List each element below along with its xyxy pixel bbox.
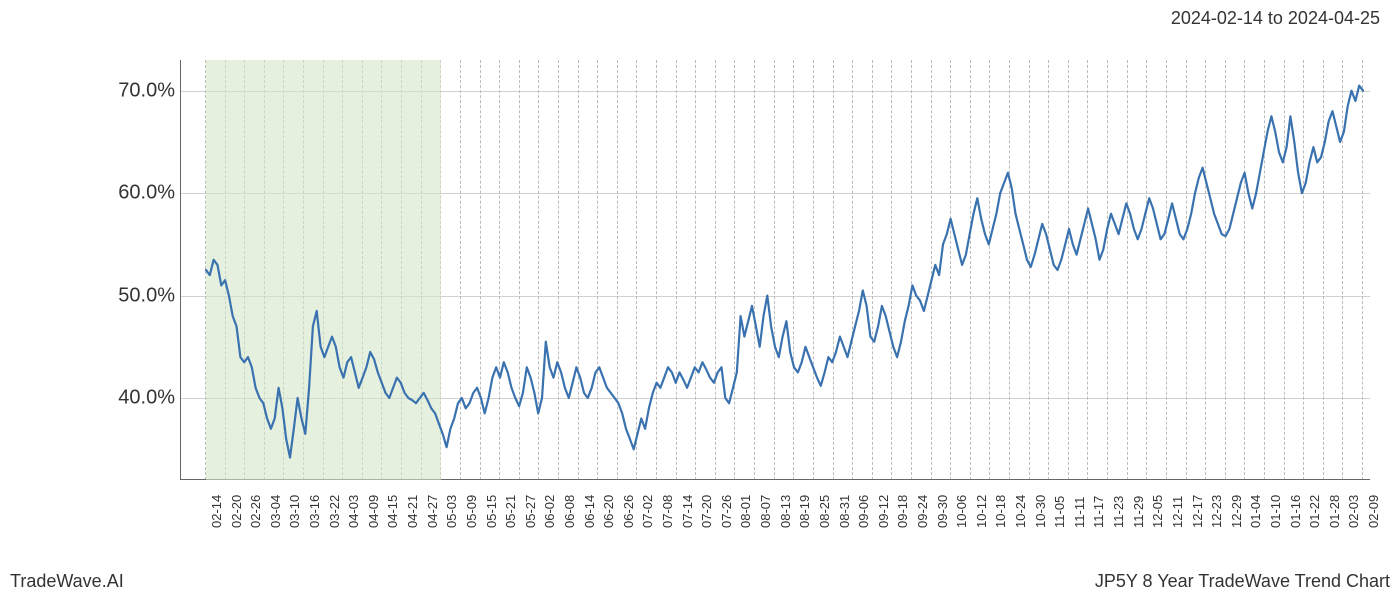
x-tick-label: 09-24 bbox=[915, 495, 930, 528]
date-range-label: 2024-02-14 to 2024-04-25 bbox=[1171, 8, 1380, 29]
x-tick-label: 06-02 bbox=[542, 495, 557, 528]
x-tick-label: 09-18 bbox=[895, 495, 910, 528]
x-tick-label: 07-14 bbox=[680, 495, 695, 528]
x-tick-label: 08-31 bbox=[837, 495, 852, 528]
x-tick-label: 12-05 bbox=[1150, 495, 1165, 528]
x-tick-label: 06-14 bbox=[582, 495, 597, 528]
x-tick-label: 03-22 bbox=[327, 495, 342, 528]
x-tick-label: 12-29 bbox=[1229, 495, 1244, 528]
x-tick-label: 08-19 bbox=[797, 495, 812, 528]
x-tick-label: 10-12 bbox=[974, 495, 989, 528]
x-tick-label: 03-10 bbox=[287, 495, 302, 528]
y-tick-label: 60.0% bbox=[95, 182, 175, 205]
x-tick-label: 09-12 bbox=[876, 495, 891, 528]
x-tick-label: 02-09 bbox=[1366, 495, 1381, 528]
x-tick-label: 07-20 bbox=[699, 495, 714, 528]
x-tick-label: 01-22 bbox=[1307, 495, 1322, 528]
x-tick-label: 11-29 bbox=[1131, 496, 1146, 528]
x-tick-label: 12-23 bbox=[1209, 495, 1224, 528]
x-tick-label: 10-24 bbox=[1013, 495, 1028, 528]
plot-border bbox=[180, 60, 1370, 480]
x-tick-label: 11-05 bbox=[1052, 496, 1067, 528]
x-tick-label: 04-27 bbox=[425, 495, 440, 528]
x-tick-label: 08-01 bbox=[738, 495, 753, 528]
x-tick-label: 08-07 bbox=[758, 495, 773, 528]
x-tick-label: 06-08 bbox=[562, 495, 577, 528]
x-tick-label: 12-11 bbox=[1170, 496, 1185, 528]
x-tick-label: 03-16 bbox=[307, 495, 322, 528]
x-tick-label: 07-26 bbox=[719, 495, 734, 528]
x-tick-label: 07-08 bbox=[660, 495, 675, 528]
x-tick-label: 01-04 bbox=[1248, 495, 1263, 528]
x-tick-label: 07-02 bbox=[640, 495, 655, 528]
x-tick-label: 05-15 bbox=[484, 495, 499, 528]
x-tick-label: 01-10 bbox=[1268, 495, 1283, 528]
x-tick-label: 04-15 bbox=[385, 495, 400, 528]
trend-line bbox=[181, 60, 1371, 480]
x-tick-label: 01-16 bbox=[1288, 495, 1303, 528]
x-tick-label: 02-14 bbox=[209, 495, 224, 528]
x-tick-label: 06-20 bbox=[601, 495, 616, 528]
x-tick-label: 06-26 bbox=[621, 495, 636, 528]
x-tick-label: 10-30 bbox=[1033, 495, 1048, 528]
x-tick-label: 10-06 bbox=[954, 495, 969, 528]
x-tick-label: 05-21 bbox=[503, 495, 518, 528]
x-tick-label: 08-13 bbox=[778, 495, 793, 528]
x-tick-label: 03-04 bbox=[268, 495, 283, 528]
x-tick-label: 02-03 bbox=[1346, 495, 1361, 528]
x-tick-label: 09-30 bbox=[935, 495, 950, 528]
y-tick-label: 50.0% bbox=[95, 284, 175, 307]
y-tick-label: 40.0% bbox=[95, 387, 175, 410]
x-tick-label: 11-23 bbox=[1111, 496, 1126, 528]
watermark-right: JP5Y 8 Year TradeWave Trend Chart bbox=[1095, 571, 1390, 592]
x-tick-label: 10-18 bbox=[993, 495, 1008, 528]
x-tick-label: 11-17 bbox=[1091, 496, 1106, 528]
x-tick-label: 04-21 bbox=[405, 495, 420, 528]
x-tick-label: 05-27 bbox=[523, 495, 538, 528]
x-tick-label: 08-25 bbox=[817, 495, 832, 528]
x-tick-label: 01-28 bbox=[1327, 495, 1342, 528]
chart-plot-area bbox=[180, 60, 1370, 480]
x-tick-label: 05-09 bbox=[464, 495, 479, 528]
x-tick-label: 05-03 bbox=[444, 495, 459, 528]
y-tick-label: 70.0% bbox=[95, 79, 175, 102]
watermark-left: TradeWave.AI bbox=[10, 571, 124, 592]
x-tick-label: 04-09 bbox=[366, 495, 381, 528]
x-tick-label: 02-26 bbox=[248, 495, 263, 528]
x-tick-label: 12-17 bbox=[1190, 495, 1205, 528]
x-tick-label: 11-11 bbox=[1072, 497, 1087, 528]
x-tick-label: 04-03 bbox=[346, 495, 361, 528]
x-tick-label: 02-20 bbox=[229, 495, 244, 528]
x-tick-label: 09-06 bbox=[856, 495, 871, 528]
